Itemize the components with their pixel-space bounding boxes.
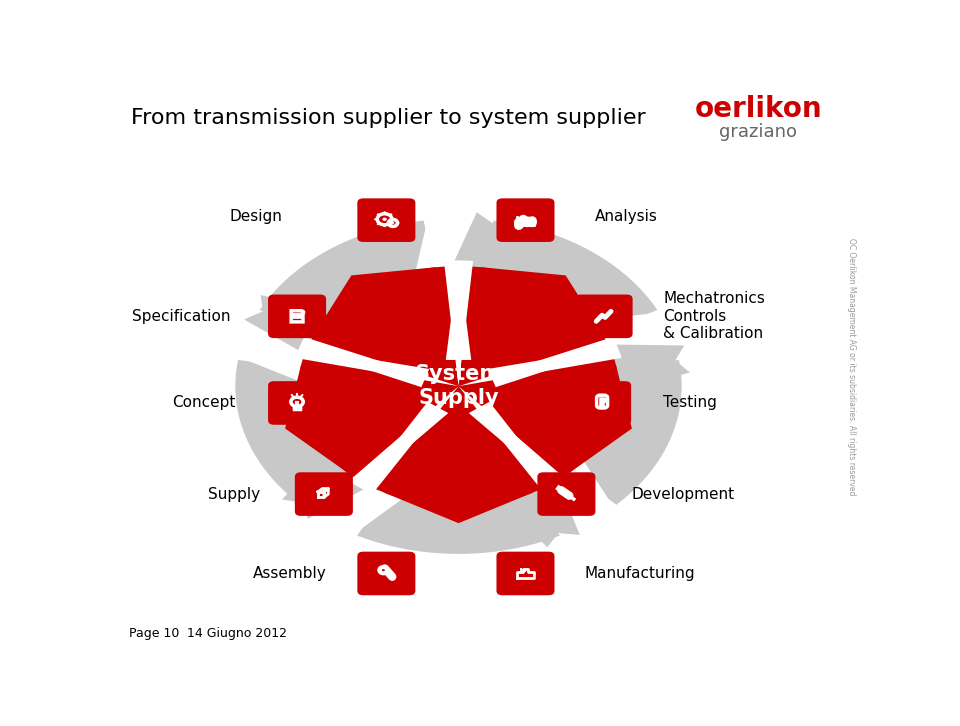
Polygon shape xyxy=(481,267,602,333)
FancyBboxPatch shape xyxy=(268,295,326,338)
Text: Specification: Specification xyxy=(132,309,230,324)
Text: graziano: graziano xyxy=(719,123,798,141)
Circle shape xyxy=(387,222,388,224)
Polygon shape xyxy=(488,347,617,387)
Polygon shape xyxy=(412,220,506,289)
Polygon shape xyxy=(244,295,356,364)
Wedge shape xyxy=(296,386,459,541)
Circle shape xyxy=(383,225,386,227)
Text: Mechatronics
Controls
& Calibration: Mechatronics Controls & Calibration xyxy=(663,291,765,341)
Text: 14 Giugno 2012: 14 Giugno 2012 xyxy=(187,627,287,640)
Text: Analysis: Analysis xyxy=(594,209,658,224)
FancyBboxPatch shape xyxy=(520,568,522,572)
Wedge shape xyxy=(230,308,459,386)
Polygon shape xyxy=(239,313,350,390)
Polygon shape xyxy=(285,365,348,473)
Circle shape xyxy=(374,219,376,220)
FancyBboxPatch shape xyxy=(357,198,416,242)
Wedge shape xyxy=(348,386,459,494)
Circle shape xyxy=(376,223,379,225)
FancyBboxPatch shape xyxy=(496,198,555,242)
Circle shape xyxy=(395,226,396,227)
Circle shape xyxy=(299,266,618,507)
FancyBboxPatch shape xyxy=(268,381,326,425)
FancyBboxPatch shape xyxy=(524,568,526,572)
Wedge shape xyxy=(296,337,459,386)
FancyBboxPatch shape xyxy=(573,381,631,425)
FancyBboxPatch shape xyxy=(295,473,353,516)
Circle shape xyxy=(376,213,379,216)
Text: Supply: Supply xyxy=(207,486,260,502)
Polygon shape xyxy=(444,212,515,292)
Text: Page 10: Page 10 xyxy=(129,627,180,640)
Circle shape xyxy=(382,569,385,571)
Text: OC Oerlikon Management AG or its subsidiaries. All rights reserved: OC Oerlikon Management AG or its subsidi… xyxy=(847,238,856,495)
Polygon shape xyxy=(282,438,390,519)
Circle shape xyxy=(390,219,391,220)
Wedge shape xyxy=(459,386,568,494)
Text: Assembly: Assembly xyxy=(253,566,326,581)
Text: oerlikon: oerlikon xyxy=(694,96,822,123)
Circle shape xyxy=(390,223,393,225)
Wedge shape xyxy=(422,213,494,386)
Wedge shape xyxy=(459,386,622,541)
Text: Testing: Testing xyxy=(663,396,717,410)
Circle shape xyxy=(390,226,391,227)
Polygon shape xyxy=(315,267,436,333)
Circle shape xyxy=(393,219,396,220)
Polygon shape xyxy=(585,344,690,397)
Polygon shape xyxy=(496,444,613,534)
FancyBboxPatch shape xyxy=(575,295,633,338)
Text: Supply: Supply xyxy=(419,388,499,409)
Polygon shape xyxy=(383,492,534,523)
Polygon shape xyxy=(487,463,580,547)
Polygon shape xyxy=(567,313,679,390)
Polygon shape xyxy=(445,261,471,360)
Text: Design: Design xyxy=(229,209,282,224)
Circle shape xyxy=(599,404,605,408)
Polygon shape xyxy=(468,401,557,488)
FancyBboxPatch shape xyxy=(357,552,416,595)
Wedge shape xyxy=(235,219,682,554)
Polygon shape xyxy=(360,401,448,488)
FancyBboxPatch shape xyxy=(538,473,595,516)
Circle shape xyxy=(383,211,386,213)
Text: Concept: Concept xyxy=(172,396,235,410)
Text: Manufacturing: Manufacturing xyxy=(585,566,696,581)
Text: From transmission supplier to system supplier: From transmission supplier to system sup… xyxy=(132,108,646,128)
Circle shape xyxy=(382,218,387,221)
Wedge shape xyxy=(459,337,622,386)
Wedge shape xyxy=(459,308,686,386)
Text: Development: Development xyxy=(632,486,735,502)
Circle shape xyxy=(397,222,399,224)
FancyBboxPatch shape xyxy=(496,552,555,595)
Circle shape xyxy=(392,222,395,224)
Polygon shape xyxy=(300,347,429,387)
Circle shape xyxy=(395,219,396,220)
Polygon shape xyxy=(569,365,632,473)
Circle shape xyxy=(390,213,393,216)
Wedge shape xyxy=(444,261,473,386)
Polygon shape xyxy=(303,444,420,534)
Text: System: System xyxy=(415,364,502,384)
